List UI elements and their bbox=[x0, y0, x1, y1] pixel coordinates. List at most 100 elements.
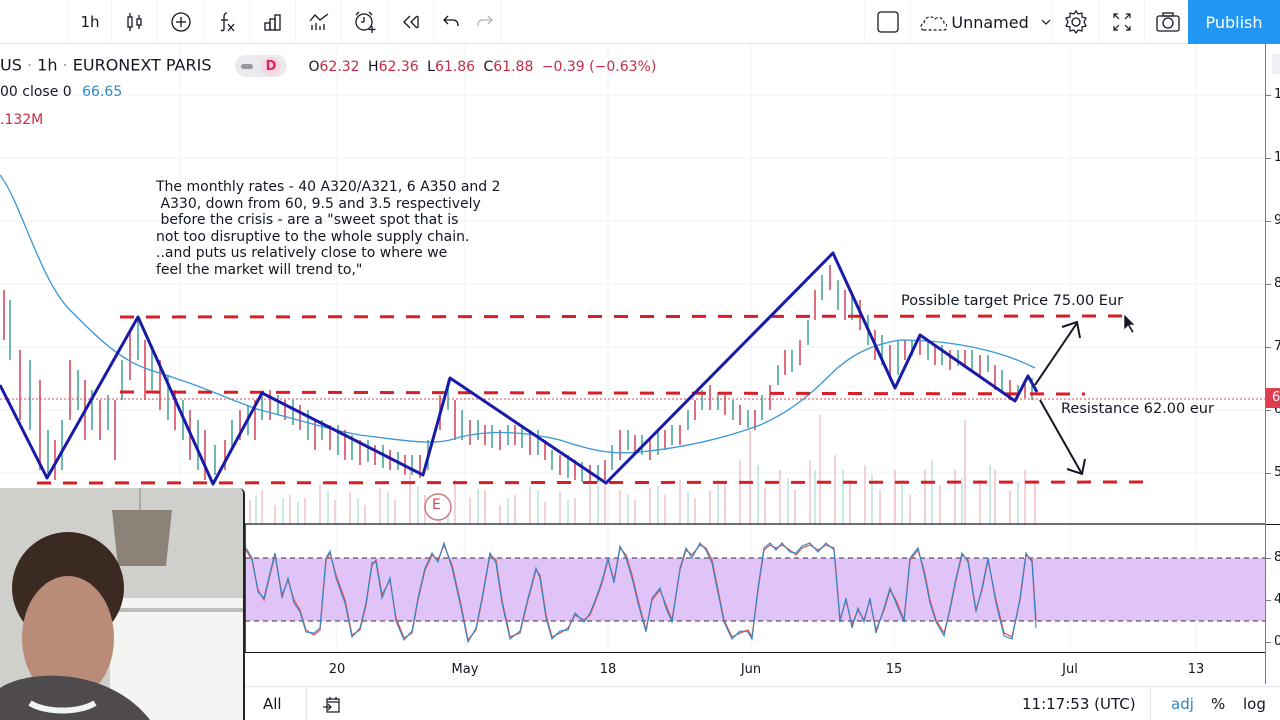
last-price-tag: 6 bbox=[1266, 388, 1280, 408]
volume-legend[interactable]: .132M bbox=[0, 112, 43, 128]
symbol-name[interactable]: US bbox=[0, 55, 22, 75]
osc-tick: 0 bbox=[1274, 634, 1280, 649]
grid-lines bbox=[0, 44, 1265, 652]
replay-icon bbox=[402, 15, 419, 28]
high-label: H bbox=[368, 58, 379, 75]
close-label: C bbox=[483, 58, 494, 75]
time-axis[interactable]: 20 May 18 Jun 15 Jul 13 bbox=[245, 652, 1265, 686]
projection-arrows[interactable] bbox=[1034, 320, 1086, 476]
separator: · bbox=[62, 55, 68, 75]
templates-icon bbox=[309, 12, 328, 30]
settings-button[interactable] bbox=[1052, 0, 1098, 44]
osc-tick: 8 bbox=[1274, 550, 1280, 565]
alert-icon bbox=[354, 11, 375, 33]
gear-icon bbox=[1064, 9, 1087, 35]
fullscreen-button[interactable] bbox=[1098, 0, 1144, 44]
add-compare-icon bbox=[170, 11, 191, 32]
log-toggle[interactable]: log bbox=[1243, 695, 1266, 713]
support-resistance-lines[interactable] bbox=[36, 314, 1156, 485]
layout-square-icon bbox=[876, 11, 899, 33]
status-dash-icon bbox=[240, 63, 253, 69]
mouse-cursor-icon bbox=[1123, 313, 1136, 334]
quote-text-annotation[interactable]: The monthly rates - 40 A320/A321, 6 A350… bbox=[156, 179, 501, 278]
snapshot-button[interactable] bbox=[1144, 0, 1190, 44]
range-all-button[interactable]: All bbox=[263, 695, 282, 713]
low-value: 61.86 bbox=[434, 58, 476, 75]
exchange-name: EURONEXT PARIS bbox=[72, 55, 212, 75]
zigzag-pattern[interactable] bbox=[0, 251, 1039, 486]
price-chart-canvas[interactable] bbox=[0, 44, 1265, 652]
price-tick: 6 bbox=[1274, 402, 1280, 417]
goto-date-icon[interactable] bbox=[322, 695, 342, 715]
price-tick: 5 bbox=[1274, 465, 1280, 480]
compare-button[interactable] bbox=[158, 0, 204, 44]
osc-tick: 4 bbox=[1274, 592, 1280, 607]
time-tick: 18 bbox=[599, 662, 617, 677]
financials-icon bbox=[263, 13, 281, 31]
publish-button[interactable]: Publish bbox=[1188, 0, 1280, 44]
toolbar-spacer bbox=[0, 0, 68, 44]
publish-label: Publish bbox=[1205, 12, 1263, 32]
market-status-badge[interactable]: D bbox=[234, 55, 288, 77]
price-tick: 9 bbox=[1274, 213, 1280, 228]
layout-button[interactable] bbox=[864, 0, 910, 44]
low-label: L bbox=[427, 58, 435, 75]
stoch-k-line bbox=[245, 541, 1037, 644]
legend-interval: 1h bbox=[37, 55, 58, 75]
symbol-legend: US · 1h · EURONEXT PARIS D O62.32 H62.36… bbox=[0, 55, 656, 77]
ma-legend[interactable]: 00 close 0 66.65 bbox=[0, 84, 122, 100]
target-price-label[interactable]: Possible target Price 75.00 Eur bbox=[901, 293, 1124, 309]
high-value: 62.36 bbox=[378, 58, 419, 75]
resistance-label[interactable]: Resistance 62.00 eur bbox=[1061, 401, 1214, 417]
interval-button[interactable]: 1h bbox=[68, 0, 112, 44]
open-value: 62.32 bbox=[319, 58, 360, 75]
chevron-down-icon bbox=[1041, 19, 1051, 25]
chart-type-button[interactable] bbox=[112, 0, 158, 44]
time-tick: 20 bbox=[328, 662, 346, 677]
delayed-badge: D bbox=[260, 56, 282, 76]
adj-toggle[interactable]: adj bbox=[1171, 695, 1194, 713]
close-value: 61.88 bbox=[493, 58, 534, 75]
cloud-icon bbox=[920, 16, 948, 31]
ma-label: 00 close 0 bbox=[0, 84, 72, 100]
volume-value: .132M bbox=[0, 112, 44, 128]
resistance-level-line bbox=[119, 390, 1086, 396]
earnings-marker[interactable] bbox=[424, 493, 452, 521]
top-toolbar: 1h Unn bbox=[0, 0, 1280, 44]
indicators-button[interactable] bbox=[204, 0, 250, 44]
templates-button[interactable] bbox=[296, 0, 342, 44]
redo-button[interactable] bbox=[468, 0, 502, 44]
price-candles bbox=[3, 265, 1033, 482]
target-level-line bbox=[119, 314, 1126, 319]
candles-icon bbox=[126, 12, 142, 31]
ma-value: 66.65 bbox=[82, 84, 123, 100]
price-tick: 1 bbox=[1274, 150, 1280, 165]
redo-icon bbox=[476, 15, 493, 26]
presenter-video bbox=[0, 488, 243, 720]
percent-toggle[interactable]: % bbox=[1211, 695, 1226, 713]
layout-name-dropdown[interactable]: Unnamed bbox=[910, 0, 1052, 44]
moving-average-line bbox=[0, 174, 1036, 454]
volume-bars bbox=[249, 415, 1036, 524]
earnings-marker-label: E bbox=[432, 497, 441, 513]
price-tick: 8 bbox=[1274, 276, 1280, 291]
financials-button[interactable] bbox=[250, 0, 296, 44]
time-tick: May bbox=[451, 662, 479, 677]
open-label: O bbox=[308, 58, 320, 75]
layout-name: Unnamed bbox=[951, 12, 1029, 32]
time-tick: 13 bbox=[1187, 662, 1205, 677]
down-arrow bbox=[1039, 399, 1083, 475]
axis-scroll-handle[interactable] bbox=[1272, 54, 1280, 74]
webcam-overlay bbox=[0, 488, 245, 720]
support-level-line bbox=[36, 480, 1156, 485]
price-axis[interactable]: 1 1 9 8 7 6 5 8 4 0 bbox=[1265, 44, 1280, 684]
camera-icon bbox=[1155, 12, 1180, 32]
time-tick: Jul bbox=[1062, 662, 1078, 677]
alert-button[interactable] bbox=[342, 0, 388, 44]
undo-button[interactable] bbox=[434, 0, 468, 44]
utc-clock[interactable]: 11:17:53 (UTC) bbox=[1022, 695, 1136, 713]
time-tick: 15 bbox=[885, 662, 903, 677]
undo-icon bbox=[443, 15, 459, 26]
replay-button[interactable] bbox=[388, 0, 434, 44]
